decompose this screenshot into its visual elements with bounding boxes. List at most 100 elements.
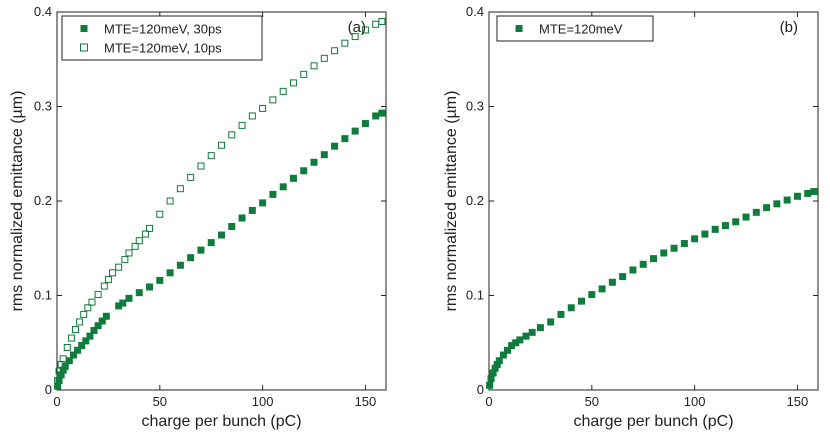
data-point [516, 336, 524, 344]
x-tick-label: 100 [684, 394, 706, 409]
data-point [804, 189, 812, 197]
data-point [608, 278, 616, 286]
data-point [372, 112, 380, 120]
data-point [82, 337, 90, 345]
data-point [228, 131, 236, 139]
x-axis-label: charge per bunch (pC) [141, 413, 301, 430]
data-point [752, 208, 760, 216]
data-point [289, 174, 297, 182]
data-point [57, 371, 65, 379]
data-point [491, 364, 499, 372]
y-tick-label: 0.1 [34, 288, 52, 303]
data-point [218, 231, 225, 239]
data-point [78, 342, 86, 350]
data-point [94, 322, 102, 330]
y-tick-label: 0.3 [34, 99, 52, 114]
data-point [732, 218, 740, 226]
data-point [486, 381, 494, 389]
data-point [63, 343, 71, 351]
data-point [131, 242, 139, 250]
data-point [522, 332, 530, 340]
data-point [557, 310, 565, 318]
data-point [238, 214, 246, 222]
legend-entry-label: MTE=120meV [539, 22, 623, 37]
data-point [341, 135, 349, 143]
data-point [197, 162, 205, 170]
legend-entry-label: MTE=120meV, 30ps [104, 22, 222, 37]
data-point [508, 342, 516, 350]
y-tick-label: 0.4 [34, 4, 52, 19]
x-tick-label: 0 [485, 394, 492, 409]
data-point [238, 121, 246, 129]
series-filled [54, 109, 386, 390]
data-point [187, 173, 195, 181]
data-point [680, 240, 688, 248]
data-point [711, 225, 719, 233]
data-point [207, 152, 215, 160]
legend-box [61, 15, 263, 61]
data-point [74, 346, 82, 354]
data-point [59, 366, 67, 374]
data-point [135, 237, 143, 245]
data-point [279, 87, 287, 95]
data-point [489, 369, 497, 377]
data-point [104, 275, 112, 283]
x-tick-label: 50 [585, 394, 599, 409]
series-open [54, 17, 386, 385]
data-point [289, 79, 297, 87]
data-point [742, 213, 750, 221]
data-point [351, 127, 359, 135]
data-point [691, 235, 699, 243]
data-point [763, 204, 771, 212]
data-point [351, 33, 359, 41]
data-point [310, 158, 318, 166]
data-point [259, 199, 267, 207]
data-point [121, 256, 129, 264]
data-point [86, 332, 94, 340]
x-axis-label: charge per bunch (pC) [573, 413, 733, 430]
data-point [378, 17, 386, 25]
data-point [660, 249, 668, 257]
data-point [119, 299, 127, 307]
data-point [378, 109, 386, 117]
data-point [176, 185, 184, 193]
data-point [536, 324, 544, 332]
data-point [146, 283, 154, 291]
data-point [61, 362, 69, 370]
data-point [259, 104, 267, 112]
data-point [279, 183, 287, 191]
data-point [59, 355, 67, 363]
chart-panel-b: 0 50 100 150 0 0.1 0.2 0.3 0.4 charge per bunch (… [443, 4, 819, 430]
data-point [773, 200, 781, 208]
y-tick-label: 0 [477, 382, 484, 397]
data-point [331, 47, 339, 55]
data-point [783, 196, 791, 204]
data-point [361, 26, 369, 34]
data-point [125, 294, 133, 302]
data-point [80, 310, 88, 318]
data-point [528, 328, 536, 336]
data-point [72, 326, 80, 334]
data-point [300, 70, 308, 78]
data-point [218, 141, 225, 149]
legend-box [496, 15, 654, 42]
data-point [166, 269, 174, 277]
data-point [228, 223, 236, 231]
legend-marker [515, 25, 523, 32]
legend-marker [80, 43, 88, 52]
chart-panel-a: 0 50 100 150 0 0.1 0.2 0.3 0.4 charge per bunch (… [9, 4, 387, 430]
data-point [269, 96, 277, 104]
plot-frame [488, 11, 819, 391]
data-point [98, 317, 106, 325]
data-point [84, 304, 92, 312]
panel-label: (a) [348, 19, 366, 36]
data-point [793, 192, 801, 200]
data-point [55, 367, 63, 375]
data-point [300, 167, 308, 175]
data-point [499, 351, 507, 359]
data-point [141, 230, 149, 238]
data-point [207, 239, 215, 247]
data-point [135, 289, 143, 297]
data-point [115, 302, 123, 310]
